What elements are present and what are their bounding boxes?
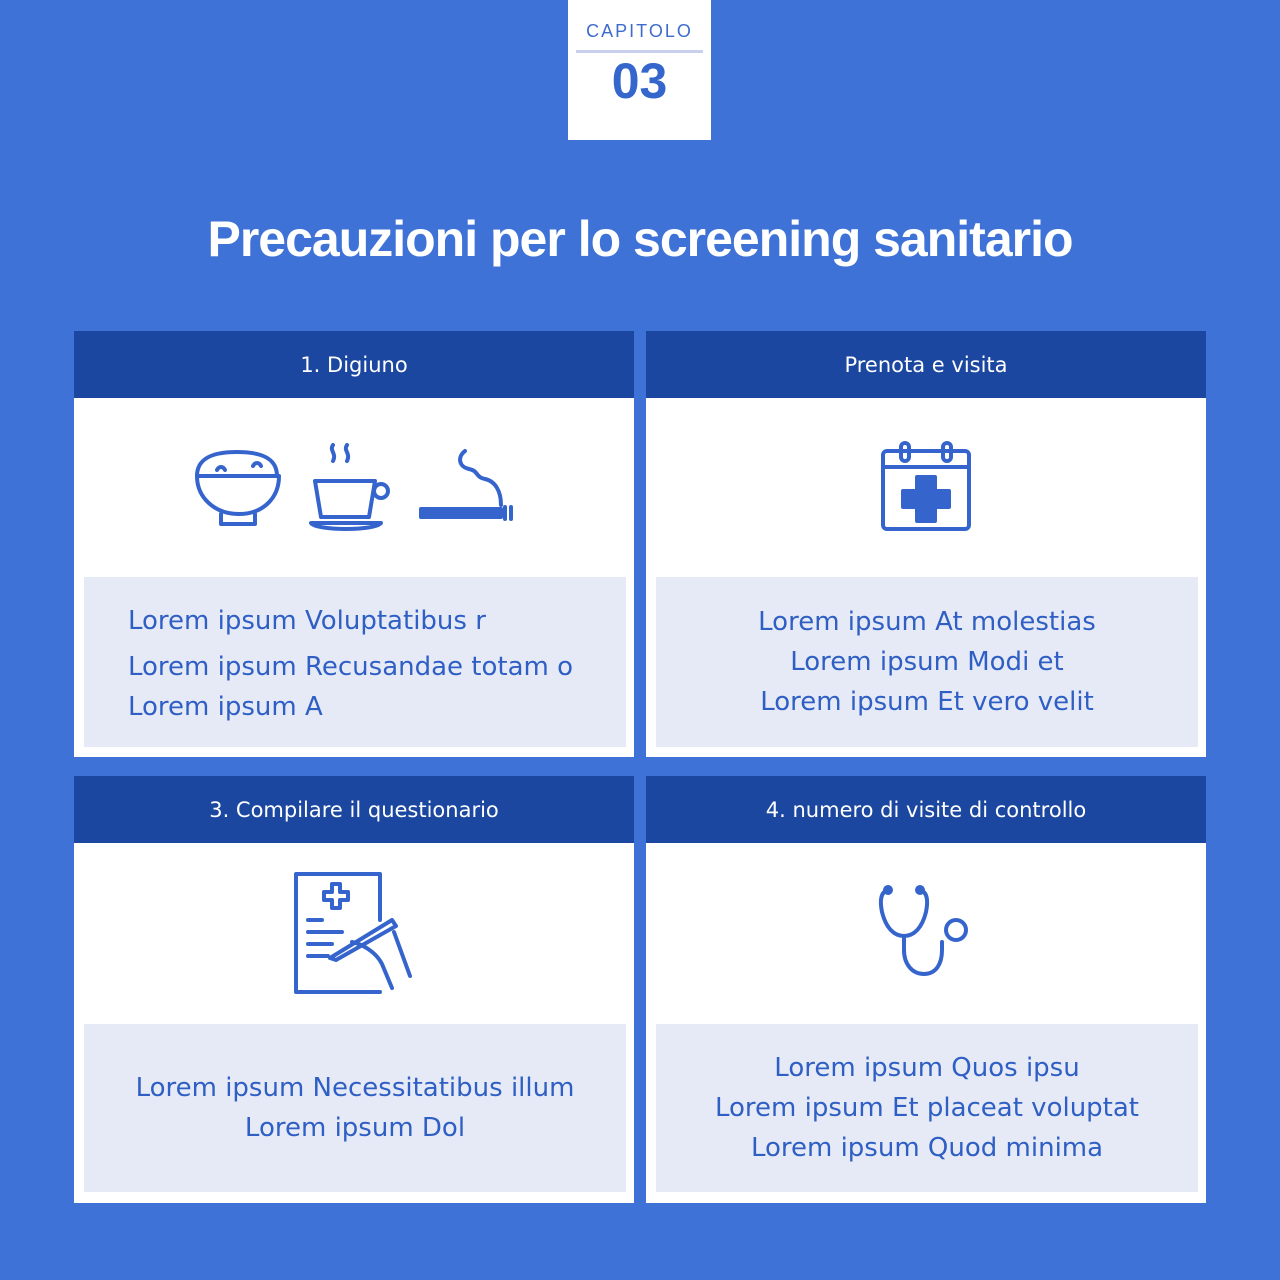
medical-form-icon: [294, 872, 412, 994]
card-line: Lorem ipsum Necessitatibus illum: [135, 1073, 575, 1103]
card-line: Lorem ipsum At molestias: [758, 607, 1096, 637]
chapter-label: CAPITOLO: [586, 21, 693, 41]
card-line: Lorem ipsum Dol: [244, 1113, 466, 1143]
card-line: Lorem ipsum Modi et: [790, 647, 1064, 677]
card-checkups: 4. numero di visite di controllo Lorem i…: [646, 776, 1206, 1203]
chapter-number: 03: [611, 53, 668, 109]
card-line: Lorem ipsum Recusandae totam o: [128, 652, 574, 682]
card-header: Prenota e visita: [646, 331, 1206, 398]
rice-bowl-icon: [195, 450, 281, 526]
card-text-box: Lorem ipsum Voluptatibus r Lorem ipsum R…: [84, 577, 626, 747]
card-text-box: Lorem ipsum At molestias Lorem ipsum Mod…: [656, 577, 1198, 747]
page-title: Precauzioni per lo screening sanitario: [207, 211, 1073, 267]
card-line: Lorem ipsum Et vero velit: [760, 687, 1094, 717]
card-line: Lorem ipsum Voluptatibus r: [128, 606, 486, 636]
card-header: 1. Digiuno: [74, 331, 634, 398]
card-line: Lorem ipsum A: [128, 692, 323, 722]
card-questionnaire: 3. Compilare il questionario Lorem ipsum…: [74, 776, 634, 1203]
card-line: Lorem ipsum Et placeat voluptat: [714, 1093, 1140, 1123]
card-line: Lorem ipsum Quos ipsu: [774, 1053, 1080, 1083]
chapter-divider: [576, 50, 703, 53]
card-text-box: Lorem ipsum Quos ipsu Lorem ipsum Et pla…: [656, 1024, 1198, 1192]
card-line: Lorem ipsum Quod minima: [750, 1133, 1104, 1163]
card-header: 3. Compilare il questionario: [74, 776, 634, 843]
card-text-box: Lorem ipsum Necessitatibus illum Lorem i…: [84, 1024, 626, 1192]
chapter-badge: CAPITOLO 03: [568, 0, 711, 140]
card-fasting: 1. Digiuno Lorem ipsum Voluptatibus r Lo…: [74, 331, 634, 757]
coffee-cup-icon: [309, 443, 390, 531]
medical-calendar-icon: [881, 441, 971, 531]
card-booking: Prenota e visita Lorem ipsum At molestia…: [646, 331, 1206, 757]
card-header: 4. numero di visite di controllo: [646, 776, 1206, 843]
cigarette-icon: [419, 449, 513, 521]
stethoscope-icon: [878, 885, 968, 976]
